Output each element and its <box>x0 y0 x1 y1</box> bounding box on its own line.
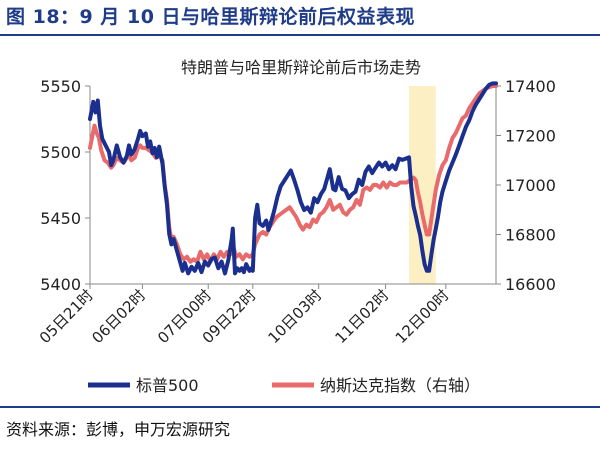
y-left-tick-label: 5500 <box>40 143 81 162</box>
source-rule <box>0 406 600 408</box>
x-tick-label: 10日03时 <box>265 286 326 347</box>
source-note: 资料来源：彭博，申万宏源研究 <box>6 420 231 439</box>
chart-legend: 标普500 纳斯达克指数（右轴） <box>88 376 480 395</box>
x-tick-label: 12日00时 <box>392 286 453 347</box>
y-right-tick-label: 16600 <box>505 275 556 294</box>
y-right-tick-label: 17000 <box>505 176 556 195</box>
chart-series <box>88 81 498 276</box>
y-left-tick-label: 5550 <box>40 77 81 96</box>
line-chart: 5400 5450 5500 5550 16600 16800 17000 17200 1740… <box>36 58 556 395</box>
x-tick-label: 06日02时 <box>88 286 149 347</box>
legend-label-0: 标普500 <box>136 376 199 395</box>
y-right-tick-label: 17200 <box>505 127 556 146</box>
title-rule <box>0 34 600 36</box>
chart-title: 特朗普与哈里斯辩论前后市场走势 <box>181 58 421 77</box>
y-right-tick-label: 16800 <box>505 226 556 245</box>
y-left-tick-label: 5450 <box>40 209 81 228</box>
x-tick-label: 11日02时 <box>331 286 392 347</box>
x-tick-label: 05日21时 <box>36 286 97 347</box>
figure-label: 图 18：9 月 10 日与哈里斯辩论前后权益表现 <box>6 6 416 28</box>
legend-label-1: 纳斯达克指数（右轴） <box>320 376 480 395</box>
y-right-tick-label: 17400 <box>505 77 556 96</box>
series-line-sp500 <box>88 81 498 276</box>
chart-axes: 5400 5450 5500 5550 16600 16800 17000 17200 1740… <box>36 77 556 347</box>
y-left-tick-label: 5400 <box>40 275 81 294</box>
